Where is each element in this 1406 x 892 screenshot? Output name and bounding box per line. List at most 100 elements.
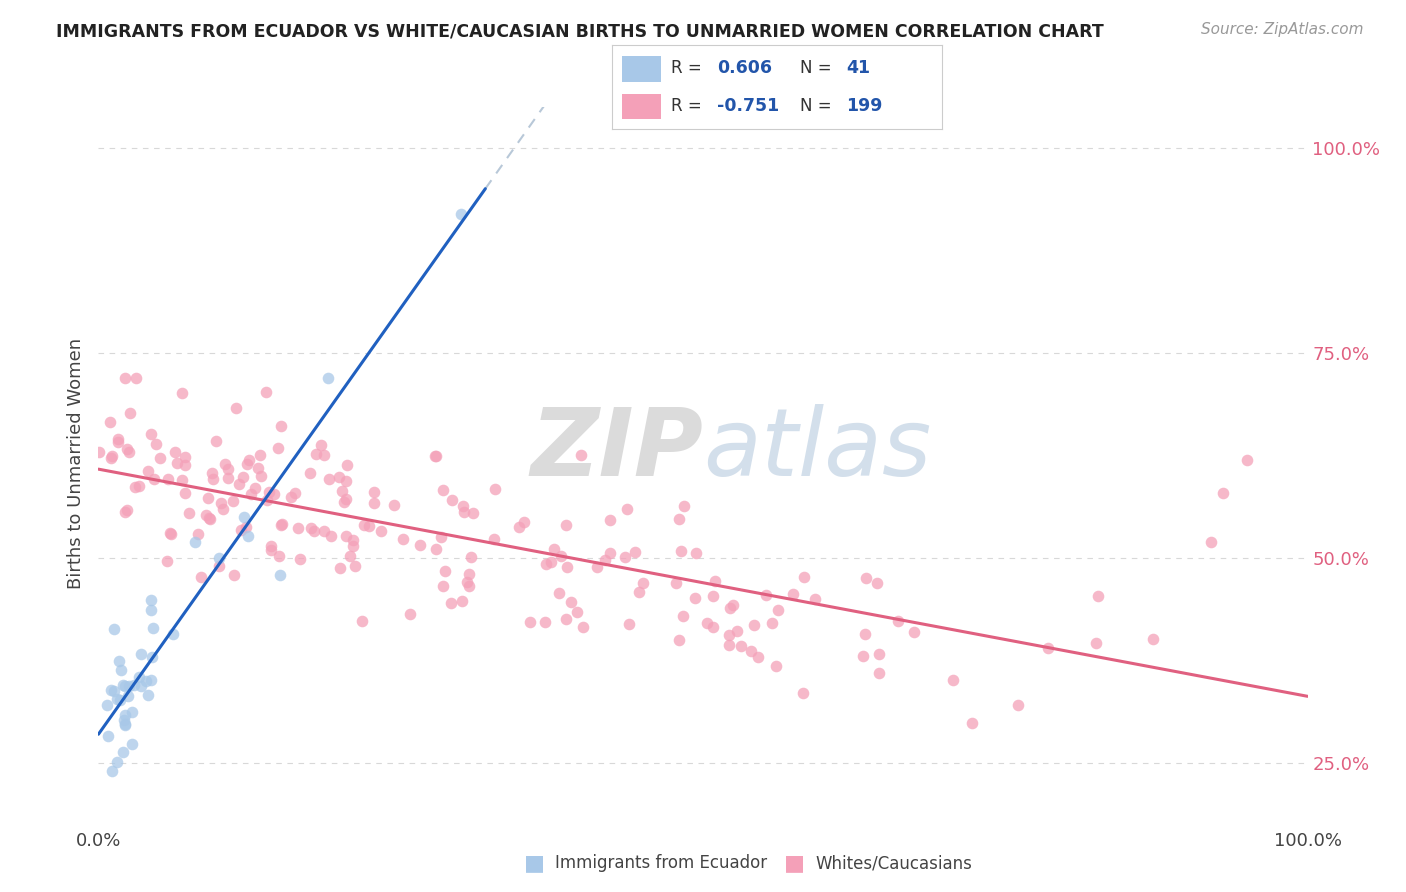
Point: [214, 457, 236, 471]
Point: [100, 450, 122, 464]
Point: [105, 692, 128, 706]
Point: [740, 643, 762, 657]
Point: [665, 576, 688, 591]
Point: [128, 670, 150, 684]
Point: [557, 560, 579, 574]
Point: [555, 612, 578, 626]
Point: [718, 628, 741, 642]
Text: ■: ■: [524, 854, 544, 873]
Point: [149, 450, 172, 465]
Point: [229, 524, 252, 538]
Point: [593, 553, 616, 567]
Point: [108, 693, 131, 707]
Point: [359, 518, 381, 533]
Point: [141, 593, 163, 607]
Point: [120, 406, 142, 420]
Point: [432, 579, 454, 593]
Point: [318, 473, 340, 487]
Point: [287, 521, 309, 535]
Point: [534, 557, 557, 571]
Point: [409, 538, 432, 552]
Text: R =: R =: [671, 96, 707, 114]
Point: [1038, 641, 1060, 656]
Point: [616, 501, 638, 516]
Bar: [621, 56, 661, 82]
Point: [162, 627, 184, 641]
Point: [755, 588, 778, 602]
Point: [117, 689, 139, 703]
Point: [249, 448, 271, 462]
Point: [235, 520, 257, 534]
Point: [866, 576, 889, 591]
Point: [105, 755, 128, 769]
Point: [631, 575, 654, 590]
Point: [792, 686, 814, 700]
Point: [702, 589, 724, 603]
Point: [232, 510, 254, 524]
Text: Immigrants from Ecuador: Immigrants from Ecuador: [555, 855, 768, 872]
Point: [290, 551, 312, 566]
Point: [114, 718, 136, 732]
Point: [115, 503, 138, 517]
Text: 0.606: 0.606: [717, 60, 772, 78]
Point: [560, 595, 582, 609]
Text: IMMIGRANTS FROM ECUADOR VS WHITE/CAUCASIAN BIRTHS TO UNMARRIED WOMEN CORRELATION: IMMIGRANTS FROM ECUADOR VS WHITE/CAUCASI…: [56, 22, 1104, 40]
Point: [868, 665, 890, 680]
Point: [172, 385, 194, 400]
Point: [460, 549, 482, 564]
Point: [747, 649, 769, 664]
Point: [202, 472, 225, 486]
Point: [114, 505, 136, 519]
Point: [174, 450, 197, 464]
Point: [270, 518, 292, 533]
Y-axis label: Births to Unmarried Women: Births to Unmarried Women: [66, 338, 84, 590]
Point: [669, 544, 692, 558]
Point: [305, 447, 328, 461]
Point: [145, 436, 167, 450]
Point: [852, 648, 875, 663]
Point: [344, 559, 367, 574]
Point: [165, 445, 187, 459]
Point: [782, 587, 804, 601]
Point: [267, 442, 290, 456]
Text: Whites/Caucasians: Whites/Caucasians: [815, 855, 973, 872]
Point: [761, 615, 783, 630]
Point: [672, 608, 695, 623]
Point: [619, 617, 641, 632]
Text: N =: N =: [800, 96, 837, 114]
Point: [139, 603, 162, 617]
Point: [284, 486, 307, 500]
Point: [335, 474, 357, 488]
Point: [628, 584, 651, 599]
Point: [624, 545, 647, 559]
Point: [453, 499, 475, 513]
Point: [461, 506, 484, 520]
Point: [458, 567, 481, 582]
Point: [201, 466, 224, 480]
Point: [208, 551, 231, 566]
Point: [1007, 698, 1029, 712]
Point: [124, 370, 146, 384]
Point: [208, 558, 231, 573]
Text: ■: ■: [785, 854, 804, 873]
Point: [330, 483, 353, 498]
Point: [121, 705, 143, 719]
Point: [450, 593, 472, 607]
Point: [321, 529, 343, 543]
Point: [243, 481, 266, 495]
Point: [450, 207, 472, 221]
Point: [903, 624, 925, 639]
Point: [312, 524, 335, 538]
Point: [793, 569, 815, 583]
Point: [425, 541, 447, 556]
Point: [1084, 635, 1107, 649]
Point: [350, 615, 373, 629]
Point: [683, 591, 706, 605]
Point: [236, 457, 259, 471]
Point: [117, 442, 139, 456]
Point: [190, 569, 212, 583]
Point: [141, 649, 163, 664]
Point: [114, 708, 136, 723]
Point: [540, 555, 562, 569]
Point: [960, 716, 983, 731]
